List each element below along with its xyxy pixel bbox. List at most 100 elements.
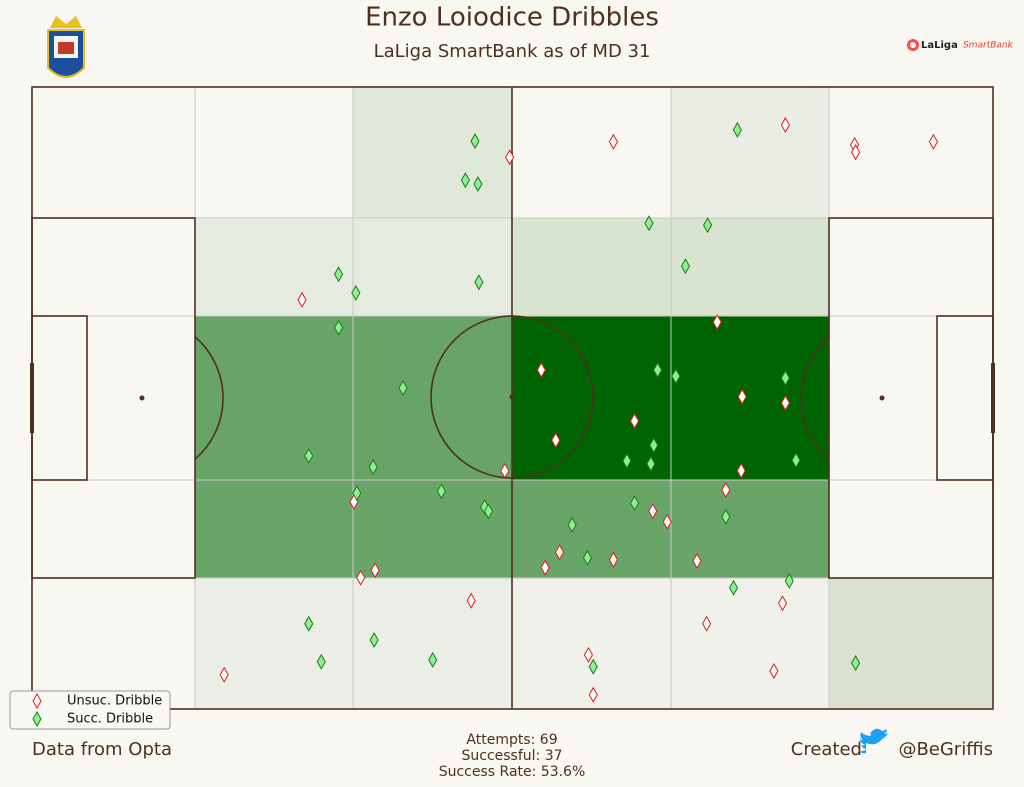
dribble-marker <box>629 413 640 430</box>
dribble-marker <box>608 133 618 150</box>
league-logo: LaLiga SmartBank <box>907 39 1014 51</box>
zone <box>194 217 354 317</box>
zone <box>31 479 196 579</box>
dribble-marker <box>356 569 366 586</box>
dribble-marker <box>728 579 739 596</box>
dribble-marker <box>368 459 378 476</box>
center-circle <box>430 315 594 479</box>
dribble-marker <box>351 284 361 301</box>
dribble-marker <box>500 462 510 479</box>
dribble-marker <box>662 513 672 530</box>
penalty-spot <box>139 395 145 401</box>
penalty-arc <box>194 336 224 460</box>
dribble-marker <box>333 266 344 283</box>
dribble-marker <box>692 552 702 569</box>
dribble-marker <box>784 572 794 589</box>
zone <box>670 315 830 481</box>
pitch <box>30 86 995 710</box>
dribble-marker <box>702 615 712 632</box>
dribble-marker <box>680 258 691 275</box>
credit: Created <box>791 739 862 760</box>
dribble-marker <box>851 144 861 161</box>
dribble-marker <box>540 559 550 576</box>
legend-marker <box>32 692 42 710</box>
dribble-marker <box>780 116 790 133</box>
dribble-marker <box>791 452 801 469</box>
dribble-marker <box>653 362 663 379</box>
zone <box>352 315 513 481</box>
dribble-marker <box>480 498 490 515</box>
zone <box>511 479 672 579</box>
zone <box>194 86 354 219</box>
dribble-marker <box>460 172 470 189</box>
chart-subtitle: LaLiga SmartBank as of MD 31 <box>374 41 651 62</box>
dribble-marker <box>219 666 229 683</box>
dribble-marker <box>721 508 731 525</box>
dribble-marker <box>428 651 438 668</box>
dribble-marker <box>352 485 362 502</box>
dribble-marker <box>928 133 938 150</box>
zone <box>194 577 354 710</box>
marks <box>219 116 938 703</box>
dribble-marker <box>608 551 618 568</box>
dribble-marker <box>648 503 658 520</box>
zone <box>31 217 196 317</box>
dribble-marker <box>483 503 494 520</box>
dribble-marker <box>297 291 307 308</box>
zone <box>194 479 354 579</box>
dribble-marker <box>333 319 344 336</box>
zones <box>31 86 994 710</box>
dribble-marker <box>304 615 314 632</box>
zone <box>670 577 830 710</box>
dribble-marker <box>703 217 713 234</box>
dribble-marker <box>551 432 561 449</box>
zone <box>670 86 830 219</box>
dribble-marker <box>671 368 681 385</box>
zone <box>31 86 196 219</box>
source-note: Data from Opta <box>32 739 172 760</box>
league-name: LaLiga <box>921 40 958 51</box>
zone <box>194 315 354 481</box>
zone <box>511 86 672 219</box>
dribble-marker <box>473 176 483 193</box>
dribble-marker <box>780 370 790 387</box>
dribble-marker <box>398 380 408 397</box>
penalty-spot <box>879 395 885 401</box>
dribble-marker <box>622 452 632 469</box>
dribble-marker <box>583 646 593 663</box>
club-crest <box>47 16 85 78</box>
dribble-marker <box>567 516 577 533</box>
dribble-marker <box>736 462 746 479</box>
chart-title: Enzo Loiodice Dribbles <box>365 3 659 33</box>
dribble-marker <box>316 653 326 670</box>
dribble-marker <box>474 274 484 291</box>
legend-box <box>9 690 171 730</box>
dribble-marker <box>777 595 788 612</box>
dribble-marker <box>582 549 593 566</box>
dribble-marker <box>470 133 480 150</box>
stat-line: Success Rate: 53.6% <box>439 764 586 780</box>
zone <box>352 217 513 317</box>
dribble-marker <box>769 663 779 680</box>
zone <box>511 577 672 710</box>
zone <box>828 315 994 481</box>
dribble-marker <box>588 686 598 703</box>
zone <box>31 577 196 710</box>
zone <box>828 479 994 579</box>
dribble-marker <box>555 544 565 561</box>
zone <box>352 86 513 219</box>
dribble-marker <box>369 631 379 648</box>
zone <box>828 577 994 710</box>
legend-label: Unsuc. Dribble <box>67 694 162 709</box>
league-sponsor: SmartBank <box>963 41 1014 51</box>
zone <box>31 315 196 481</box>
dribble-marker <box>851 654 861 671</box>
dribble-marker <box>649 437 659 454</box>
legend-label: Succ. Dribble <box>67 712 153 727</box>
dribble-marker <box>505 149 515 166</box>
dribble-marker <box>737 388 747 405</box>
zone <box>352 479 513 579</box>
dribble-marker <box>588 658 598 675</box>
dribble-marker <box>370 562 380 579</box>
dribble-marker <box>732 121 742 138</box>
